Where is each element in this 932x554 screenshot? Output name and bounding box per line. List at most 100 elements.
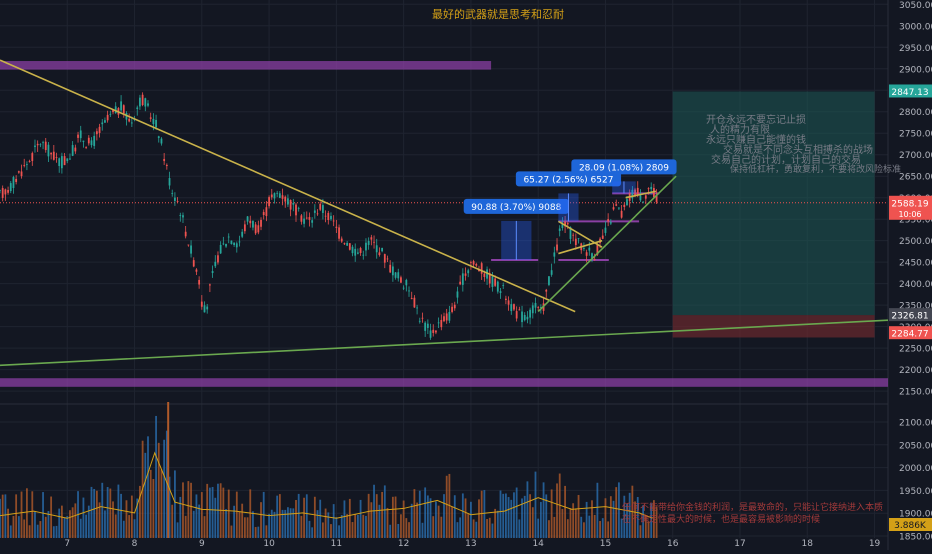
candle-body bbox=[443, 316, 445, 322]
y-tick-label-16: 2250.00 bbox=[899, 345, 932, 355]
price-tag-bg-0 bbox=[889, 84, 932, 98]
candle-body bbox=[95, 131, 98, 135]
volume-bar bbox=[343, 500, 346, 538]
candle-body bbox=[93, 135, 96, 146]
volume-bar bbox=[644, 515, 647, 538]
volume-bar bbox=[365, 515, 367, 538]
candle-body bbox=[491, 276, 494, 287]
volume-bar bbox=[572, 503, 575, 538]
volume-bar bbox=[117, 484, 120, 538]
volume-bar bbox=[459, 517, 462, 538]
y-tick-label-13: 2400.00 bbox=[899, 280, 932, 290]
candle-body bbox=[28, 161, 31, 162]
volume-bar bbox=[125, 500, 128, 538]
volume-bar bbox=[346, 514, 349, 538]
candle-body bbox=[561, 223, 564, 228]
candle-body bbox=[566, 223, 569, 225]
volume-bar bbox=[246, 517, 249, 538]
volume-bar bbox=[529, 494, 532, 538]
candle-body bbox=[233, 242, 236, 246]
candle-body bbox=[615, 204, 618, 206]
volume-bar bbox=[278, 494, 281, 538]
volume-bar bbox=[195, 494, 198, 538]
note-gray-0: 开仓永远不要忘记止损 bbox=[706, 115, 806, 126]
volume-bar bbox=[550, 489, 553, 538]
candle-body bbox=[609, 222, 612, 224]
candle-body bbox=[128, 118, 131, 122]
candle-body bbox=[402, 287, 405, 289]
volume-bar bbox=[252, 511, 254, 538]
volume-bar bbox=[316, 510, 319, 538]
volume-bar bbox=[437, 505, 440, 538]
candle-body bbox=[378, 252, 381, 256]
candle-body bbox=[230, 240, 233, 245]
candle-body bbox=[66, 158, 69, 162]
volume-bar bbox=[499, 490, 502, 538]
candle-body bbox=[553, 252, 556, 257]
volume-bar bbox=[147, 436, 149, 538]
volume-bar bbox=[163, 439, 166, 538]
volume-bar bbox=[44, 516, 47, 538]
volume-bar bbox=[647, 521, 650, 538]
volume-bar bbox=[20, 491, 23, 538]
volume-bar bbox=[200, 492, 203, 538]
candle-body bbox=[367, 241, 370, 245]
candle-body bbox=[521, 311, 523, 323]
candle-body bbox=[195, 269, 198, 272]
volume-bar bbox=[397, 523, 400, 538]
measure-label-1: 65.27 (2.56%) 6527 bbox=[523, 175, 613, 185]
volume-bar bbox=[464, 498, 467, 538]
volume-bar bbox=[287, 507, 289, 538]
volume-bar bbox=[359, 499, 362, 538]
volume-bar bbox=[198, 504, 201, 538]
price-tag-3: 2284.77 bbox=[891, 330, 928, 340]
candle-body bbox=[90, 140, 93, 146]
candle-body bbox=[58, 158, 61, 167]
volume-bar bbox=[82, 497, 85, 538]
volume-bar bbox=[445, 475, 448, 538]
y-tick-label-0: 3050.00 bbox=[899, 1, 932, 11]
volume-bar bbox=[281, 509, 284, 538]
candle-body bbox=[55, 156, 58, 158]
note-gray-5: 保持低杠杆，勇敢复利，不要将改风险标准 bbox=[730, 165, 902, 175]
candle-body bbox=[529, 309, 532, 318]
x-tick-label-6: 13 bbox=[465, 539, 476, 549]
candle-body bbox=[270, 194, 273, 198]
candle-body bbox=[593, 259, 596, 260]
volume-bar bbox=[254, 527, 257, 538]
candle-body bbox=[219, 244, 222, 254]
volume-bar bbox=[4, 494, 7, 538]
candle-body bbox=[34, 145, 36, 148]
volume-bar bbox=[130, 495, 133, 538]
volume-bar bbox=[609, 496, 612, 538]
candle-body bbox=[136, 107, 139, 109]
volume-bar bbox=[284, 509, 287, 538]
volume-bar bbox=[225, 509, 227, 538]
candle-body bbox=[332, 220, 335, 222]
candle-body bbox=[335, 226, 338, 228]
candle-body bbox=[9, 183, 12, 192]
measure-label-bg-2 bbox=[571, 159, 677, 175]
candle-body bbox=[147, 103, 149, 106]
candle-body bbox=[397, 272, 400, 279]
measure-label-0: 90.88 (3.70%) 9088 bbox=[471, 203, 561, 213]
candle-body bbox=[518, 309, 521, 311]
candle-body bbox=[0, 190, 1, 191]
volume-bar bbox=[171, 504, 174, 538]
candle-body bbox=[165, 164, 168, 167]
candle-body bbox=[39, 144, 42, 146]
volume-bar bbox=[122, 520, 125, 538]
volume-bar bbox=[136, 498, 139, 538]
volume-bar bbox=[591, 500, 593, 538]
y-tick-label-2: 2950.00 bbox=[899, 44, 932, 54]
volume-bar bbox=[607, 521, 610, 538]
candle-body bbox=[359, 248, 362, 253]
candle-body bbox=[308, 217, 311, 220]
volume-bar bbox=[507, 497, 510, 538]
volume-bar bbox=[585, 501, 588, 538]
volume-bar bbox=[31, 491, 34, 538]
volume-bar bbox=[112, 501, 114, 538]
candle-body bbox=[190, 245, 192, 254]
